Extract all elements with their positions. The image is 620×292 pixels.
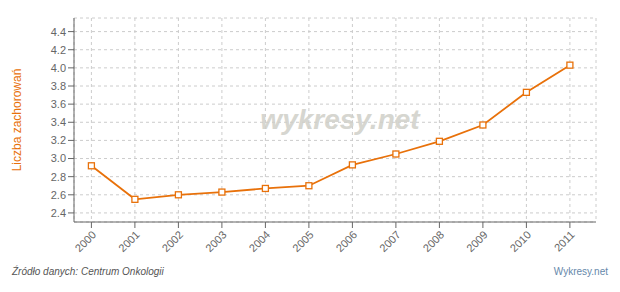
svg-text:2005: 2005 — [290, 228, 316, 254]
svg-text:2010: 2010 — [508, 228, 534, 254]
svg-text:3.2: 3.2 — [51, 134, 66, 146]
svg-text:4.2: 4.2 — [51, 44, 66, 56]
html-text:Źródło danych: Centrum Onkolog: Źródło danych: Centrum Onkologii — [12, 265, 164, 277]
svg-text:2004: 2004 — [247, 228, 273, 254]
svg-text:2001: 2001 — [116, 228, 142, 254]
svg-text:2006: 2006 — [334, 228, 360, 254]
svg-text:2007: 2007 — [377, 228, 403, 254]
svg-text:4.4: 4.4 — [51, 26, 66, 38]
svg-text:2002: 2002 — [160, 228, 186, 254]
svg-text:3.6: 3.6 — [51, 98, 66, 110]
svg-text:2011: 2011 — [552, 228, 577, 253]
svg-text:Liczba zachorowań: Liczba zachorowań — [10, 69, 24, 172]
svg-text:2009: 2009 — [464, 228, 490, 254]
svg-text:3.8: 3.8 — [51, 80, 66, 92]
svg-text:2.8: 2.8 — [51, 171, 66, 183]
svg-text:2008: 2008 — [421, 228, 447, 254]
svg-text:3.0: 3.0 — [51, 152, 66, 164]
svg-text:2.4: 2.4 — [51, 207, 66, 219]
svg-text:4.0: 4.0 — [51, 62, 66, 74]
html-text:wykresy.net: wykresy.net — [260, 104, 420, 135]
svg-text:2.6: 2.6 — [51, 189, 66, 201]
svg-text:3.4: 3.4 — [51, 116, 66, 128]
html-text:Wykresy.net: Wykresy.net — [553, 265, 608, 277]
svg-text:2003: 2003 — [203, 228, 229, 254]
svg-text:2000: 2000 — [73, 228, 99, 254]
